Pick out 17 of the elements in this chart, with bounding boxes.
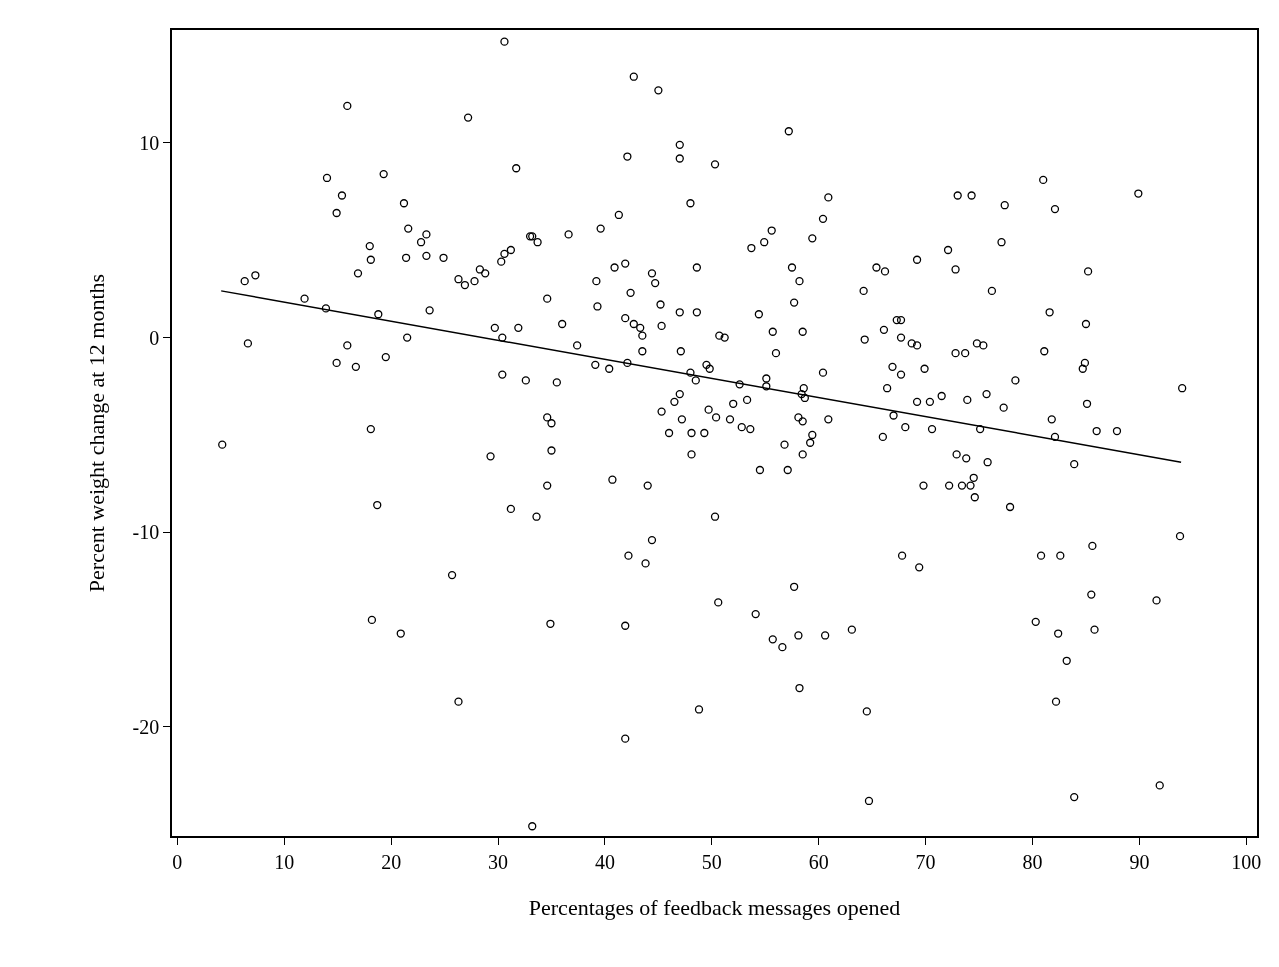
x-tick-label: 20 [381,850,402,873]
x-axis-title: Percentages of feedback messages opened [528,895,901,921]
x-tick-label: 60 [808,850,829,873]
x-tick-label: 30 [488,850,509,873]
x-tick-label: 0 [172,850,183,873]
x-tick-label: 80 [1022,850,1043,873]
x-tick-label: 100 [1231,850,1262,873]
x-tick-label: 10 [274,850,295,873]
y-tick-label: 10 [139,131,160,154]
y-axis-title: Percent weight change at 12 months [83,273,109,593]
x-tick-label: 90 [1129,850,1150,873]
x-tick-label: 70 [915,850,936,873]
x-tick-label: 50 [701,850,722,873]
x-tick-label: 40 [594,850,615,873]
y-tick-label: -20 [132,715,160,738]
y-tick-label: -10 [132,521,160,544]
y-tick-label: 0 [149,326,160,349]
